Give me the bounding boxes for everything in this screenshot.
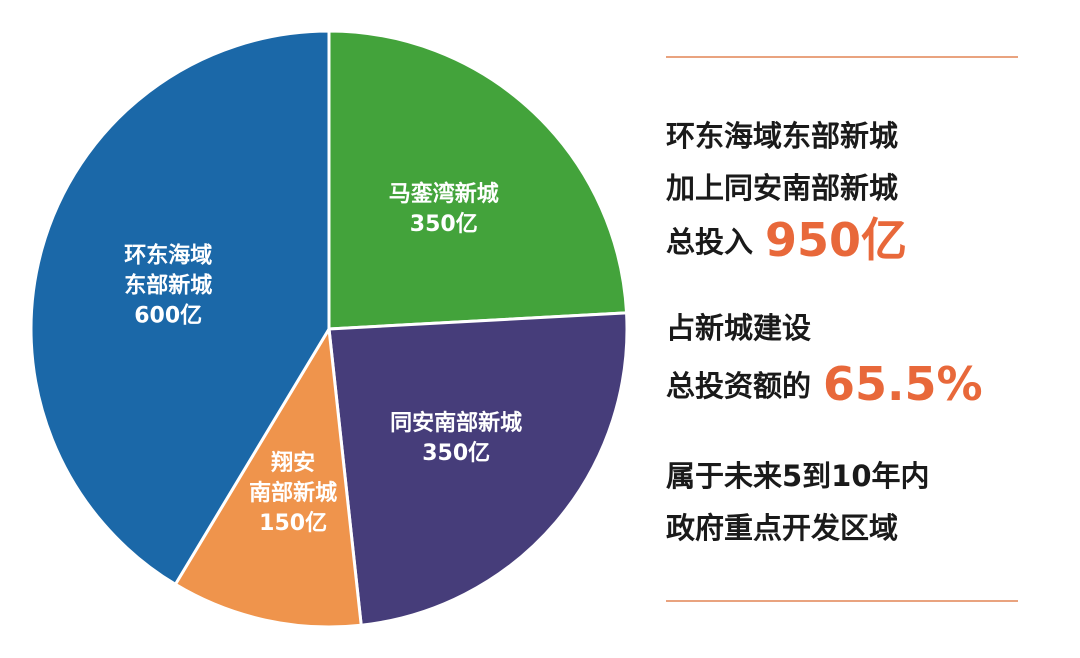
pie-label-line: 马銮湾新城 <box>389 181 499 207</box>
pie-label-huandonghai-east: 环东海域东部新城 600亿 <box>124 242 212 328</box>
block1-line3: 总投入 950亿 <box>666 217 907 264</box>
pie-label-majiawan: 马銮湾新城 350亿 <box>389 181 499 237</box>
pie-label-line: 600亿 <box>134 303 202 328</box>
share-label: 总投资额的 <box>666 369 812 403</box>
top-divider <box>666 56 1018 58</box>
total-investment-value: 950亿 <box>765 213 908 267</box>
block1-line2: 加上同安南部新城 <box>666 171 899 205</box>
block3-line2: 政府重点开发区域 <box>666 511 899 545</box>
total-investment-label: 总投入 <box>666 225 754 259</box>
pie-label-line: 150亿 <box>259 511 327 536</box>
block1-line1: 环东海域东部新城 <box>666 119 899 153</box>
pie-slices <box>29 29 629 629</box>
summary-panel: 环东海域东部新城 加上同安南部新城 总投入 950亿 占新城建设 总投资额的 65.… <box>666 56 1018 602</box>
pie-label-xiangan-south: 翔安南部新城 150亿 <box>249 450 337 536</box>
pie-label-line: 南部新城 <box>249 480 337 506</box>
bottom-divider <box>666 600 1018 602</box>
pie-label-line: 环东海域 <box>124 242 212 268</box>
block2-line2: 总投资额的 65.5% <box>666 361 983 408</box>
pie-label-line: 350亿 <box>422 441 490 466</box>
pie-slice-majiawan <box>327 29 629 331</box>
pie-slice-tongan-south <box>327 311 629 627</box>
pie-label-line: 东部新城 <box>124 272 212 298</box>
pie-label-tongan-south: 同安南部新城 350亿 <box>390 410 522 466</box>
pie-label-line: 350亿 <box>410 212 478 237</box>
block3-line1: 属于未来5到10年内 <box>666 459 930 493</box>
share-value: 65.5% <box>823 357 983 411</box>
pie-label-line: 同安南部新城 <box>390 410 522 436</box>
block2-line1: 占新城建设 <box>666 311 812 345</box>
pie-label-line: 翔安 <box>270 450 315 476</box>
pie-slice-xiangan-south <box>173 324 363 629</box>
pie-slice-huandonghai-east <box>29 29 331 587</box>
